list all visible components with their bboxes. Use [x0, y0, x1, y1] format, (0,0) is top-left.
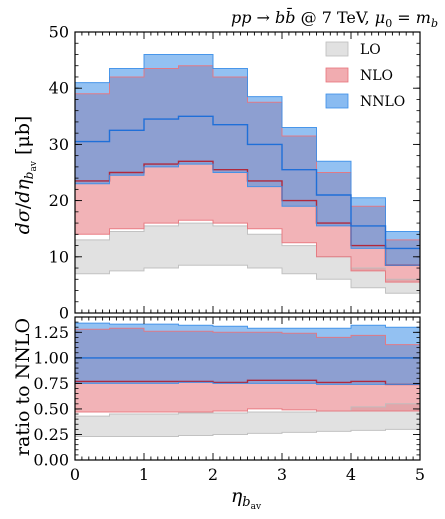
main-lines — [75, 54, 420, 294]
ratio-nlo-upper-edge — [75, 327, 420, 346]
ratio-y-tick-label: 1.25 — [33, 323, 69, 342]
ratio-nnlo-band-bin-4 — [213, 326, 248, 384]
ratio-lo-band-bin-7 — [316, 411, 351, 432]
x-tick-label: 2 — [208, 465, 218, 484]
ratio-nnlo-band-bin-0 — [75, 323, 110, 384]
main-y-tick-label: 40 — [49, 79, 69, 98]
main-y-tick-label: 20 — [49, 191, 69, 210]
x-tick-label: 1 — [139, 465, 149, 484]
ratio-y-tick-label: 0.00 — [33, 451, 69, 470]
x-axis-title: ηbav — [231, 485, 262, 512]
main-panel: 0 10 20 30 40 50 — [49, 23, 421, 323]
chart-title: pp → bb̄ @ 7 TeV, μ0 = mb — [231, 6, 438, 30]
ratio-y-tick-label: 0.25 — [33, 425, 69, 444]
main-nnlo-band-bin-1 — [109, 68, 144, 176]
main-lo-band-bin-8 — [351, 268, 386, 288]
x-tick-label: 3 — [277, 465, 287, 484]
main-lo-band-bin-1 — [109, 231, 144, 271]
ratio-nlo-lower-edge — [75, 408, 420, 413]
ratio-lo-band-bin-3 — [178, 413, 213, 436]
legend-swatch-lo — [325, 41, 349, 57]
main-nnlo-band-bin-6 — [282, 127, 317, 207]
ratio-plot-frame — [74, 316, 421, 461]
main-nnlo-band-bin-8 — [351, 197, 386, 249]
main-nnlo-band-bin-7 — [316, 161, 351, 226]
main-lo-band-bin-3 — [178, 223, 213, 266]
main-plot-frame — [74, 31, 421, 314]
ratio-lo-band-bin-1 — [109, 414, 144, 437]
main-ticks: 0 10 20 30 40 50 — [49, 23, 421, 323]
main-y-tick-label: 50 — [49, 23, 69, 42]
ratio-lo-band-bin-6 — [282, 412, 317, 433]
main-nnlo-band-bin-2 — [144, 54, 179, 167]
main-nnlo-band-bin-5 — [247, 96, 282, 187]
main-y-tick-label: 0 — [59, 304, 69, 323]
legend-label-lo: LO — [360, 42, 381, 58]
ratio-lo-band-bin-4 — [213, 413, 248, 435]
ratio-bands — [75, 323, 420, 437]
ratio-y-tick-label: 0.50 — [33, 399, 69, 418]
ratio-lo-band-bin-5 — [247, 412, 282, 434]
ratio-nnlo-band-bin-1 — [109, 324, 144, 384]
main-lo-band-bin-4 — [213, 225, 248, 266]
legend-label-nlo: NLO — [360, 68, 393, 84]
main-lo-band-bin-7 — [316, 256, 351, 280]
ratio-nnlo-upper-edge — [75, 322, 420, 329]
main-y-tick-label: 10 — [49, 247, 69, 266]
ratio-y-tick-label: 1.00 — [33, 348, 69, 367]
ratio-y-axis-title: ratio to NNLO — [12, 318, 34, 456]
legend-label-nnlo: NNLO — [360, 94, 405, 110]
ratio-lo-lower-edge — [75, 428, 420, 437]
ratio-lo-band-bin-2 — [144, 414, 179, 437]
main-y-axis-title: dσ/dηbav [μb] — [12, 116, 39, 235]
ratio-y-tick-label: 0.75 — [33, 374, 69, 393]
main-nnlo-band-bin-4 — [213, 68, 248, 173]
main-lo-band-bin-2 — [144, 225, 179, 269]
ratio-lo-band-bin-8 — [351, 406, 386, 431]
ratio-nnlo-band-bin-7 — [316, 328, 351, 385]
x-tick-label: 5 — [415, 465, 425, 484]
main-nnlo-band-bin-3 — [178, 54, 213, 165]
ratio-panel: 0 1 2 3 4 5 0.00 0.25 0.50 0.75 1.00 1.25 — [33, 316, 425, 484]
main-nnlo-central-line — [75, 115, 420, 250]
ratio-lo-band-bin-0 — [75, 416, 110, 437]
main-lo-lower-edge — [75, 264, 420, 294]
ratio-nnlo-band-bin-2 — [144, 324, 179, 384]
ratio-nnlo-band-bin-6 — [282, 328, 317, 384]
main-nlo-lower-edge — [75, 219, 420, 283]
legend-swatch-nnlo — [325, 93, 349, 109]
main-nnlo-band-bin-0 — [75, 82, 110, 184]
main-lo-band-bin-5 — [247, 234, 282, 268]
main-bands — [75, 54, 420, 294]
main-lo-band-bin-9 — [385, 279, 420, 294]
ratio-lo-upper-edge — [75, 403, 420, 417]
ratio-lines — [75, 322, 420, 437]
main-y-tick-label: 30 — [49, 135, 69, 154]
legend: LO NLO NNLO — [325, 41, 405, 110]
ratio-nnlo-band-bin-5 — [247, 328, 282, 384]
ratio-nnlo-band-bin-9 — [385, 327, 420, 385]
x-tick-label: 0 — [70, 465, 80, 484]
ratio-nlo-central-line — [75, 379, 420, 386]
main-nnlo-lower-edge — [75, 163, 420, 266]
x-tick-label: 4 — [346, 465, 356, 484]
ratio-nnlo-band-bin-8 — [351, 325, 386, 385]
ratio-nnlo-band-bin-3 — [178, 325, 213, 383]
legend-swatch-nlo — [325, 67, 349, 83]
main-lo-band-bin-6 — [282, 245, 317, 274]
ratio-nnlo-lower-edge — [75, 381, 420, 385]
